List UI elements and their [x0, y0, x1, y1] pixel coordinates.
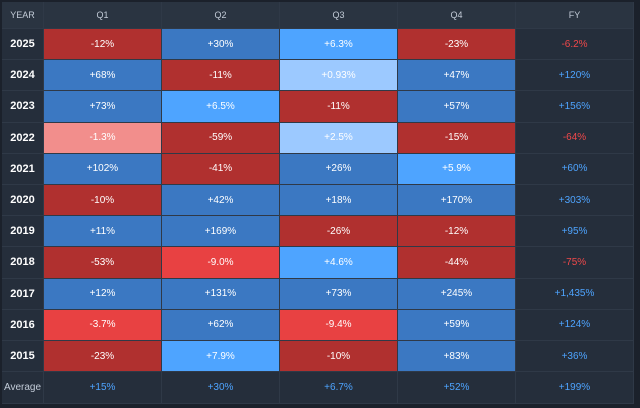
fy-return: +124% [516, 309, 634, 341]
fy-return: -6.2% [516, 29, 634, 61]
quarter-return: -44% [398, 247, 516, 279]
quarter-return: +68% [44, 60, 162, 92]
year-label: 2019 [2, 216, 44, 248]
quarter-return: +62% [162, 309, 280, 341]
average-return: +30% [162, 372, 280, 404]
quarter-return: +18% [280, 185, 398, 217]
fy-return: +1,435% [516, 278, 634, 310]
average-return: +52% [398, 372, 516, 404]
column-header: FY [516, 2, 634, 29]
returns-table: YEAR Q1 Q2 Q3 Q4 FY 2025 -12% +30% +6.3% -23% -6.2%… [2, 2, 634, 404]
year-label: 2015 [2, 341, 44, 373]
fy-return: -64% [516, 122, 634, 154]
average-label: Average [2, 372, 44, 404]
quarter-return: -59% [162, 122, 280, 154]
quarter-return: -9.4% [280, 309, 398, 341]
quarter-return: +245% [398, 278, 516, 310]
fy-return: +303% [516, 185, 634, 217]
year-label: 2025 [2, 29, 44, 61]
quarter-return: -12% [44, 29, 162, 61]
quarter-return: +4.6% [280, 247, 398, 279]
column-header: YEAR [2, 2, 44, 29]
quarter-return: -15% [398, 122, 516, 154]
average-return: +199% [516, 372, 634, 404]
quarter-return: +47% [398, 60, 516, 92]
quarter-return: +0.93% [280, 60, 398, 92]
quarter-return: +57% [398, 91, 516, 123]
quarter-return: +73% [44, 91, 162, 123]
year-label: 2018 [2, 247, 44, 279]
year-label: 2017 [2, 278, 44, 310]
quarter-return: +83% [398, 341, 516, 373]
year-label: 2023 [2, 91, 44, 123]
quarter-return: -26% [280, 216, 398, 248]
average-return: +6.7% [280, 372, 398, 404]
year-label: 2020 [2, 185, 44, 217]
fy-return: +60% [516, 153, 634, 185]
quarter-return: +7.9% [162, 341, 280, 373]
quarter-return: +26% [280, 153, 398, 185]
quarter-return: +131% [162, 278, 280, 310]
fy-return: +156% [516, 91, 634, 123]
fy-return: +95% [516, 216, 634, 248]
quarter-return: +73% [280, 278, 398, 310]
quarter-return: -41% [162, 153, 280, 185]
fy-return: -75% [516, 247, 634, 279]
quarter-return: +11% [44, 216, 162, 248]
quarter-return: -3.7% [44, 309, 162, 341]
quarter-return: +42% [162, 185, 280, 217]
column-header: Q1 [44, 2, 162, 29]
year-label: 2016 [2, 309, 44, 341]
year-label: 2022 [2, 122, 44, 154]
quarter-return: +6.5% [162, 91, 280, 123]
quarter-return: +6.3% [280, 29, 398, 61]
average-return: +15% [44, 372, 162, 404]
year-label: 2021 [2, 153, 44, 185]
quarter-return: +169% [162, 216, 280, 248]
quarter-return: -10% [44, 185, 162, 217]
quarter-return: +2.5% [280, 122, 398, 154]
quarter-return: +12% [44, 278, 162, 310]
quarter-return: +5.9% [398, 153, 516, 185]
column-header: Q3 [280, 2, 398, 29]
fy-return: +120% [516, 60, 634, 92]
fy-return: +36% [516, 341, 634, 373]
quarter-return: -11% [162, 60, 280, 92]
quarter-return: -12% [398, 216, 516, 248]
quarter-return: -23% [398, 29, 516, 61]
quarter-return: -23% [44, 341, 162, 373]
quarter-return: +170% [398, 185, 516, 217]
quarter-return: +102% [44, 153, 162, 185]
quarter-return: -53% [44, 247, 162, 279]
quarter-return: -9.0% [162, 247, 280, 279]
quarter-return: -10% [280, 341, 398, 373]
column-header: Q4 [398, 2, 516, 29]
column-header: Q2 [162, 2, 280, 29]
quarter-return: +30% [162, 29, 280, 61]
quarter-return: +59% [398, 309, 516, 341]
quarter-return: -11% [280, 91, 398, 123]
year-label: 2024 [2, 60, 44, 92]
quarter-return: -1.3% [44, 122, 162, 154]
